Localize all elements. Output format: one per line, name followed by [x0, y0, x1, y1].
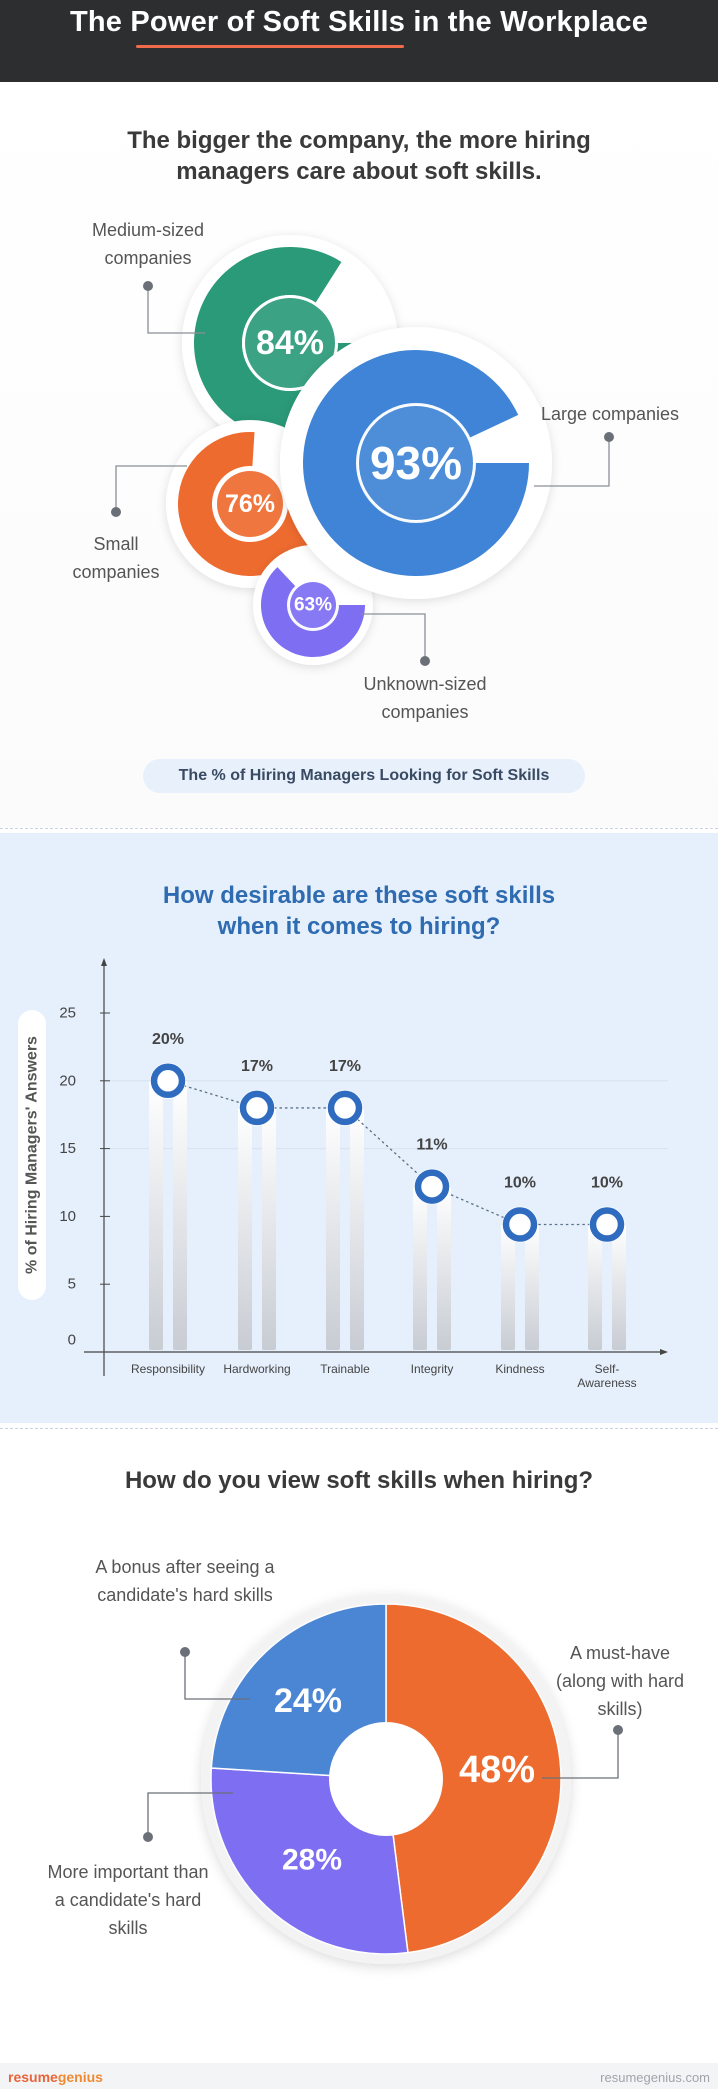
label-medium-companies: Medium-sized companies [91, 220, 205, 268]
y-axis-label: % of Hiring Managers' Answers [24, 1036, 41, 1274]
responsibility-column [149, 1080, 187, 1350]
unknown-sized-companies-gauge-arc [261, 567, 365, 657]
y-tick-label-15: 15 [59, 1140, 76, 1157]
large-companies-center [359, 406, 473, 520]
small-companies-leader-line [115, 465, 187, 512]
soft-skills-heading-line1: How desirable are these soft skills [162, 882, 556, 909]
trainable-category-label: Trainable [320, 1362, 370, 1376]
kindness-value-label: 10% [504, 1175, 536, 1192]
small-companies-gauge-arc [177, 432, 322, 576]
trainable-column [326, 1107, 364, 1350]
a-bonus-after-seeing-a-candidate-s-hard-skills-value-label: 24% [274, 1682, 342, 1720]
large-companies-leader-dot [604, 432, 614, 442]
footer-bar [0, 2063, 718, 2089]
label-must-have: A must-have (along with hard skills) [555, 1643, 685, 1719]
medium-sized-companies-leader-dot [143, 281, 153, 291]
hardworking-column [238, 1107, 276, 1350]
unknown-sized-companies-value-label: 63% [294, 595, 332, 616]
trainable-point [327, 1090, 363, 1126]
soft-skills-heading-line2: when it comes to hiring? [217, 913, 501, 940]
a-bonus-after-seeing-a-candidate-s-hard-skills-leader-dot [180, 1647, 190, 1657]
a-must-have-along-with-hard-skills-leader-dot [613, 1725, 623, 1735]
more-important-than-a-candidate-s-hard-skills-leader-dot [143, 1832, 153, 1842]
more-important-than-a-candidate-s-hard-skills-leader-line [147, 1792, 233, 1837]
medium-sized-companies-center [245, 298, 335, 388]
label-small-companies: Small companies [72, 534, 160, 582]
self-awareness-column [588, 1224, 626, 1350]
company-size-gauge-chart: 84% 76% 63% 93% [111, 235, 614, 666]
a-bonus-after-seeing-a-candidate-s-hard-skills-slice [210, 1603, 387, 1780]
self-awareness-category-label-1: Self- [595, 1362, 620, 1376]
section-divider-1 [0, 828, 718, 829]
kindness-category-label: Kindness [495, 1362, 544, 1376]
label-large-companies: Large companies [540, 404, 680, 424]
company-size-heading: The bigger the company, the more hiring … [0, 125, 718, 187]
large-companies-gauge-arc [303, 349, 529, 576]
large-companies-value-label: 93% [370, 437, 462, 489]
a-must-have-along-with-hard-skills-value-label: 48% [459, 1749, 535, 1791]
y-tick-label-25: 25 [59, 1005, 76, 1022]
large-companies-leader-line [534, 437, 610, 487]
y-axis-label-pill [18, 1010, 46, 1300]
y-tick-label-10: 10 [59, 1208, 76, 1225]
page-title: The Power of Soft Skills in the Workplac… [69, 6, 649, 38]
small-companies-value-label: 76% [225, 490, 275, 518]
hiring-view-heading: How do you view soft skills when hiring? [124, 1467, 594, 1494]
x-axis-arrow [660, 1349, 668, 1355]
responsibility-category-label: Responsibility [131, 1362, 205, 1376]
responsibility-value-label: 20% [152, 1031, 184, 1048]
kindness-point [502, 1207, 538, 1242]
hardworking-point [239, 1090, 275, 1126]
company-size-caption: The % of Hiring Managers Looking for Sof… [143, 759, 585, 793]
company-size-heading-line2: managers care about soft skills. [176, 158, 542, 185]
y-tick-label-20: 20 [59, 1072, 76, 1089]
company-size-heading-line1: The bigger the company, the more hiring [127, 127, 591, 154]
self-awareness-category-label-2: Awareness [577, 1376, 636, 1390]
responsibility-point [150, 1063, 186, 1099]
self-awareness-value-label: 10% [591, 1175, 623, 1192]
a-must-have-along-with-hard-skills-slice [385, 1603, 562, 1954]
label-bonus: A bonus after seeing a candidate's hard s… [95, 1557, 275, 1605]
integrity-point [414, 1169, 450, 1204]
medium-sized-companies-leader-line [147, 286, 205, 334]
hiring-view-donut-chart: 48% 28% 24% [143, 1594, 623, 1964]
label-more-important: More important than a candidate's hard ski… [47, 1862, 209, 1938]
section-divider-2 [0, 1428, 718, 1429]
trainable-value-label: 17% [329, 1058, 361, 1075]
self-awareness-point [589, 1207, 625, 1242]
unknown-sized-companies-leader-line [361, 613, 426, 661]
integrity-column [413, 1186, 451, 1350]
unknown-sized-companies-leader-dot [420, 656, 430, 666]
donut-hole [329, 1722, 443, 1836]
y-tick-label-5: 5 [68, 1276, 76, 1293]
brand-logo[interactable]: resumegenius [8, 2069, 103, 2085]
medium-sized-companies-value-label: 84% [256, 324, 324, 362]
integrity-value-label: 11% [416, 1137, 447, 1154]
label-unknown-companies: Unknown-sized companies [363, 674, 487, 722]
y-axis-arrow [101, 958, 107, 966]
more-important-than-a-candidate-s-hard-skills-value-label: 28% [282, 1844, 342, 1877]
a-bonus-after-seeing-a-candidate-s-hard-skills-leader-line [184, 1652, 250, 1700]
y-tick-label-0: 0 [68, 1332, 76, 1349]
soft-skills-series-line [167, 1080, 607, 1226]
title-underline [136, 45, 404, 48]
header-bar [0, 0, 718, 82]
hardworking-value-label: 17% [241, 1058, 273, 1075]
small-companies-center [217, 471, 283, 537]
hardworking-category-label: Hardworking [223, 1362, 290, 1376]
soft-skills-heading: How desirable are these soft skills when… [0, 880, 718, 942]
a-must-have-along-with-hard-skills-leader-line [542, 1730, 619, 1779]
small-companies-leader-dot [111, 507, 121, 517]
kindness-column [501, 1224, 539, 1350]
site-url[interactable]: resumegenius.com [600, 2070, 710, 2085]
integrity-category-label: Integrity [411, 1362, 454, 1376]
soft-skills-line-chart: % of Hiring Managers' Answers 0 5 10 15 20 25 2… [18, 958, 668, 1390]
unknown-sized-companies-center [290, 582, 336, 628]
